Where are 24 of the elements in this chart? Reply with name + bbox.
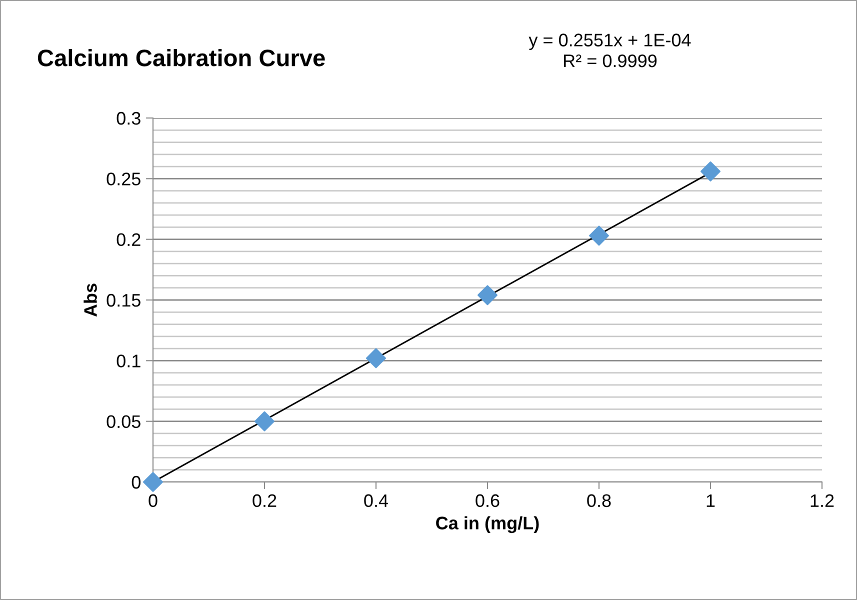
x-tick-label: 1.2 — [810, 494, 834, 507]
chart-title: Calcium Caibration Curve — [38, 48, 325, 66]
text: y = 0.2551x + 1E-04 R² = 0.9999 — [528, 34, 691, 68]
x-tick-label: 0.4 — [364, 494, 388, 508]
y-tick-label: 0.25 — [106, 172, 140, 186]
point — [142, 472, 164, 492]
x-tick-label: 0.2 — [252, 494, 276, 508]
y-tick-label: 0.15 — [106, 294, 140, 307]
y-tick-label: 0 — [132, 476, 140, 489]
y-tick-label: 0.3 — [116, 112, 140, 125]
point — [254, 411, 275, 432]
x-tick-label: 0.8 — [587, 494, 611, 508]
x-tick-label: 0 — [148, 494, 158, 508]
point — [588, 226, 610, 246]
x-tick-label: 1 — [706, 494, 715, 507]
y-axis-title: Abs — [84, 284, 97, 317]
y-tick-label: 0.2 — [116, 233, 140, 246]
point — [700, 161, 721, 182]
point — [366, 348, 386, 368]
y-tick-label: 0.05 — [106, 415, 140, 428]
point — [477, 285, 498, 306]
x-axis-title: Ca in (mg/L) — [436, 516, 539, 534]
x-tick-label: 0.6 — [476, 494, 500, 508]
y-tick-label: 0.1 — [116, 354, 140, 368]
